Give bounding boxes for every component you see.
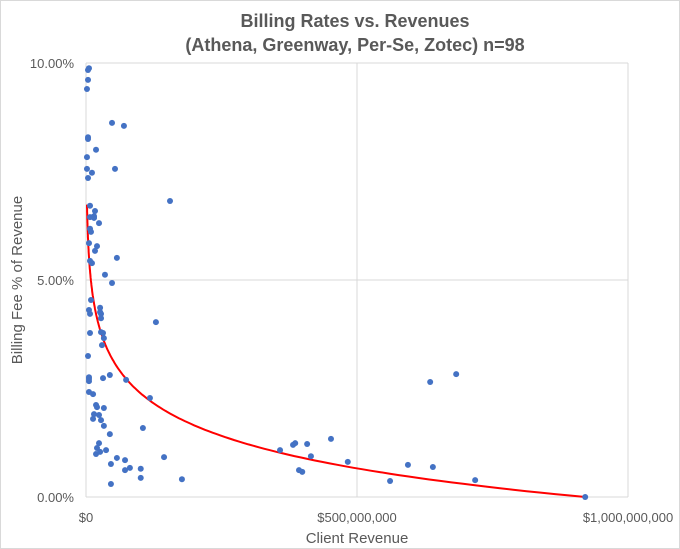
- data-point: [97, 448, 104, 455]
- data-point: [100, 335, 107, 342]
- data-point: [100, 375, 107, 382]
- data-point: [100, 405, 107, 412]
- data-point: [299, 468, 306, 475]
- data-point: [100, 329, 107, 336]
- data-point: [111, 165, 118, 172]
- data-point: [120, 122, 127, 129]
- data-point: [582, 494, 589, 500]
- data-point: [146, 395, 153, 402]
- data-point: [122, 467, 129, 474]
- data-point: [107, 461, 114, 468]
- data-point: [113, 454, 120, 461]
- data-point: [85, 175, 92, 182]
- data-point: [404, 461, 411, 468]
- data-point: [107, 480, 114, 487]
- y-tick-label: 5.00%: [37, 273, 74, 288]
- data-point: [85, 66, 92, 73]
- data-point: [87, 202, 94, 209]
- data-point: [137, 474, 144, 481]
- data-point: [292, 440, 299, 447]
- data-point: [123, 376, 130, 383]
- data-point: [83, 154, 90, 161]
- data-point: [90, 415, 97, 422]
- data-point: [100, 422, 107, 429]
- data-point: [139, 424, 146, 431]
- data-point: [87, 310, 94, 317]
- data-point: [91, 214, 98, 221]
- data-point: [87, 296, 94, 303]
- data-point: [96, 220, 103, 227]
- data-point: [85, 76, 92, 83]
- data-point: [87, 329, 94, 336]
- data-point: [83, 86, 90, 93]
- data-point: [103, 447, 110, 454]
- data-point: [126, 464, 133, 471]
- data-point: [429, 464, 436, 471]
- data-point: [327, 435, 334, 442]
- data-point: [85, 378, 92, 385]
- trendline: [86, 204, 586, 498]
- x-axis-title: Client Revenue: [306, 530, 409, 547]
- data-point: [109, 119, 116, 126]
- data-point: [98, 310, 105, 317]
- data-point: [106, 431, 113, 438]
- data-point: [94, 404, 101, 411]
- data-point: [91, 247, 98, 254]
- data-point: [93, 146, 100, 153]
- data-point: [88, 169, 95, 176]
- data-point: [85, 135, 92, 142]
- data-point: [83, 165, 90, 172]
- data-point: [96, 411, 103, 418]
- data-point: [88, 260, 95, 267]
- data-point: [109, 280, 116, 287]
- data-point: [152, 319, 159, 326]
- y-tick-label: 0.00%: [37, 490, 74, 505]
- data-point: [167, 198, 174, 205]
- data-point: [387, 477, 394, 484]
- data-point: [98, 417, 105, 424]
- data-point: [453, 371, 460, 378]
- y-axis-title: Billing Fee % of Revenue: [9, 196, 26, 364]
- data-point: [98, 342, 105, 349]
- data-point: [85, 352, 92, 359]
- data-point: [161, 454, 168, 461]
- gridlines: [85, 62, 629, 498]
- y-tick-label: 10.00%: [30, 56, 75, 71]
- data-point: [91, 411, 98, 418]
- data-point: [98, 315, 105, 322]
- data-point: [101, 271, 108, 278]
- chart-title-line1: Billing Rates vs. Revenues: [240, 11, 469, 31]
- data-point: [106, 372, 113, 379]
- trendline-group: [86, 204, 586, 498]
- x-tick-label: $0: [79, 510, 93, 525]
- data-point: [85, 240, 92, 247]
- data-point: [427, 378, 434, 385]
- data-point: [96, 440, 103, 447]
- chart-title-line2: (Athena, Greenway, Per-Se, Zotec) n=98: [185, 35, 524, 55]
- data-point: [122, 457, 129, 464]
- data-point: [304, 441, 311, 448]
- data-point: [307, 453, 314, 460]
- x-tick-label: $500,000,000: [317, 510, 397, 525]
- data-point: [472, 477, 479, 484]
- data-point: [97, 304, 104, 311]
- data-point: [94, 243, 101, 250]
- tick-labels: 0.00% 5.00% 10.00% $0 $500,000,000 $1,000,000…: [30, 56, 673, 525]
- data-point: [90, 391, 97, 398]
- data-point: [277, 447, 284, 454]
- data-point: [91, 207, 98, 214]
- x-tick-label: $1,000,000,000: [583, 510, 673, 525]
- data-points: [83, 65, 589, 500]
- data-point: [178, 476, 185, 483]
- data-point: [87, 228, 94, 235]
- data-point: [113, 254, 120, 261]
- data-point: [137, 465, 144, 472]
- data-point: [344, 458, 351, 465]
